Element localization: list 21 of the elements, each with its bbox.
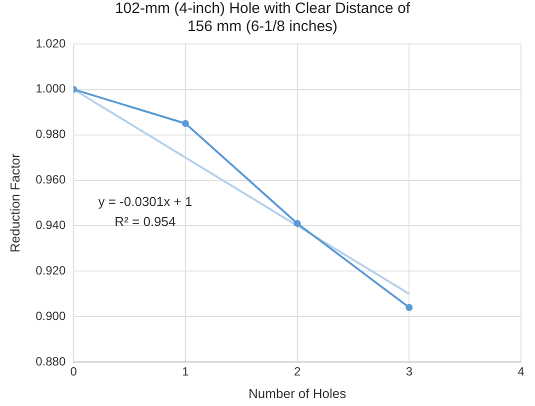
annotation: y = -0.0301x + 1	[98, 194, 192, 210]
y-tick-label: 1.000	[36, 82, 66, 96]
x-tick-label: 1	[182, 364, 190, 379]
x-tick-label: 0	[70, 364, 78, 379]
y-tick-label: 0.880	[36, 354, 66, 368]
point	[182, 120, 189, 127]
y-tick-label: 0.940	[36, 218, 66, 232]
y-tick-label: 1.020	[36, 36, 66, 50]
annotation: R² = 0.954	[114, 214, 176, 230]
x-tick-label: 2	[294, 364, 301, 379]
y-tick-label: 0.960	[36, 172, 66, 187]
y-tick-label: 0.900	[36, 308, 66, 323]
x-axis-title: Number of Holes	[248, 386, 347, 401]
y-tick-label: 0.980	[36, 127, 66, 142]
y-tick-label: 0.920	[36, 263, 66, 278]
point	[406, 304, 413, 311]
x-tick-label: 3	[406, 364, 413, 379]
x-tick-label: 4	[518, 364, 525, 379]
y-axis-title: Reduction Factor	[7, 152, 22, 252]
chart-title: 102-mm (4-inch) Hole with Clear Distance of 156 mm (6-1/8 inches)	[114, 0, 411, 36]
point	[294, 220, 301, 227]
